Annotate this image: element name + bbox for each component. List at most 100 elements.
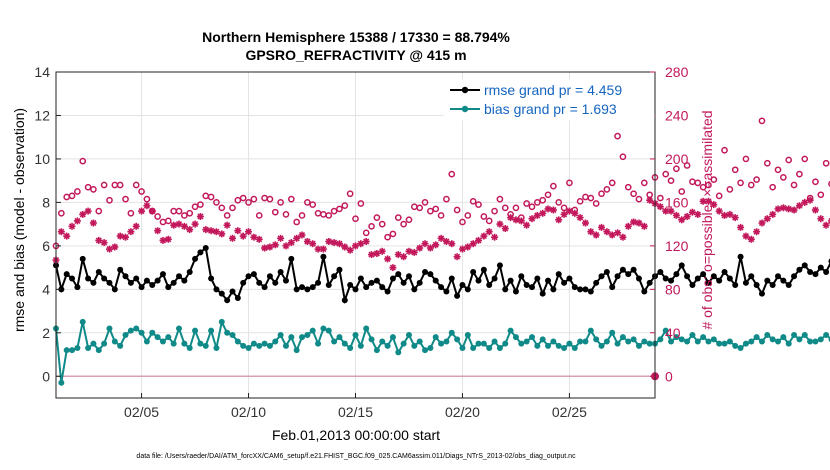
possible-obs-point (715, 192, 723, 200)
series-point-0 (266, 273, 273, 280)
possible-obs-point (186, 209, 194, 217)
assimilated-obs-point (416, 244, 424, 252)
assimilated-obs-point (523, 221, 531, 229)
assimilated-obs-point (170, 221, 178, 229)
series-point-0 (111, 286, 118, 293)
series-point-1 (197, 340, 204, 347)
assimilated-obs-point (769, 210, 777, 218)
series-point-1 (512, 334, 519, 341)
series-point-1 (694, 338, 701, 345)
possible-obs-point (389, 230, 397, 238)
series-point-0 (234, 295, 241, 302)
y-tick-label-left: 0 (42, 368, 50, 384)
series-point-0 (192, 255, 199, 262)
possible-obs-point (785, 156, 793, 164)
series-point-1 (791, 331, 798, 338)
possible-obs-point (539, 196, 547, 204)
assimilated-obs-point (95, 236, 103, 244)
series-point-0 (250, 271, 257, 278)
series-point-0 (101, 275, 108, 282)
series-point-0 (405, 273, 412, 280)
assimilated-obs-point (475, 236, 482, 244)
assimilated-obs-point (811, 206, 819, 214)
assimilated-obs-point (84, 207, 92, 215)
possible-obs-point (699, 183, 707, 191)
assimilated-obs-point (688, 208, 696, 216)
series-point-1 (550, 338, 557, 345)
series-point-0 (571, 284, 578, 291)
series-point-1 (69, 347, 76, 354)
possible-obs-point (293, 218, 301, 226)
possible-obs-point (368, 222, 375, 230)
series-point-0 (657, 268, 664, 275)
possible-obs-point (758, 117, 766, 125)
series-point-1 (293, 347, 300, 354)
series-point-1 (625, 338, 632, 345)
possible-obs-point (533, 199, 541, 206)
assimilated-obs-point (298, 231, 306, 239)
series-point-0 (170, 279, 177, 286)
assimilated-obs-point (795, 202, 803, 210)
assimilated-obs-point (656, 203, 664, 211)
possible-obs-point (721, 146, 728, 154)
series-point-0 (646, 279, 653, 286)
series-point-0 (673, 271, 680, 278)
possible-obs-point (566, 179, 573, 187)
possible-obs-point (175, 207, 183, 215)
series-point-1 (635, 342, 642, 349)
assimilated-obs-point (779, 204, 787, 212)
series-point-1 (202, 342, 209, 349)
possible-obs-point (362, 229, 370, 237)
possible-obs-point (475, 201, 482, 208)
assimilated-obs-point (619, 233, 627, 241)
assimilated-obs-point (426, 244, 434, 252)
series-point-0 (566, 275, 573, 282)
series-point-0 (143, 277, 150, 284)
y-tick-label-right: 40 (665, 325, 681, 341)
possible-obs-point (448, 170, 456, 178)
assimilated-obs-point (127, 228, 135, 236)
x-tick-label: 02/20 (445, 404, 480, 420)
possible-obs-point (122, 195, 129, 203)
possible-obs-point (822, 159, 830, 167)
possible-obs-point (453, 206, 461, 214)
series-point-0 (176, 273, 183, 280)
possible-obs-point (384, 233, 391, 241)
assimilated-obs-point (491, 233, 499, 241)
series-point-1 (721, 340, 728, 347)
series-point-1 (486, 345, 493, 352)
assimilated-obs-point (517, 217, 525, 225)
assimilated-obs-point (533, 211, 541, 219)
assimilated-obs-point (469, 240, 477, 248)
series-point-0 (801, 262, 808, 269)
series-point-1 (122, 331, 129, 338)
assimilated-obs-point (630, 218, 638, 226)
possible-obs-point (346, 190, 354, 198)
possible-obs-point (255, 212, 263, 219)
series-point-0 (641, 288, 648, 295)
series-point-1 (299, 334, 306, 341)
series-point-1 (684, 338, 691, 345)
possible-obs-point (304, 199, 311, 206)
series-point-1 (234, 338, 241, 345)
assimilated-obs-point (560, 210, 568, 218)
series-point-1 (427, 345, 434, 352)
assimilated-obs-point (378, 247, 386, 255)
series-point-1 (587, 327, 594, 334)
possible-obs-point (582, 193, 589, 201)
series-point-0 (384, 288, 391, 295)
series-point-0 (69, 275, 76, 282)
possible-obs-point (491, 207, 498, 215)
series-point-1 (561, 345, 568, 352)
series-point-1 (555, 342, 562, 349)
series-point-0 (480, 266, 487, 273)
assimilated-obs-point (293, 234, 301, 242)
possible-obs-point (309, 201, 317, 208)
series-point-0 (785, 281, 792, 288)
series-point-1 (742, 340, 749, 347)
series-point-1 (817, 336, 824, 343)
series-point-1 (732, 342, 739, 349)
series-point-0 (202, 245, 209, 252)
series-point-1 (662, 327, 669, 334)
legend: rmse grand pr = 4.459 bias grand pr = 1.… (443, 79, 655, 121)
